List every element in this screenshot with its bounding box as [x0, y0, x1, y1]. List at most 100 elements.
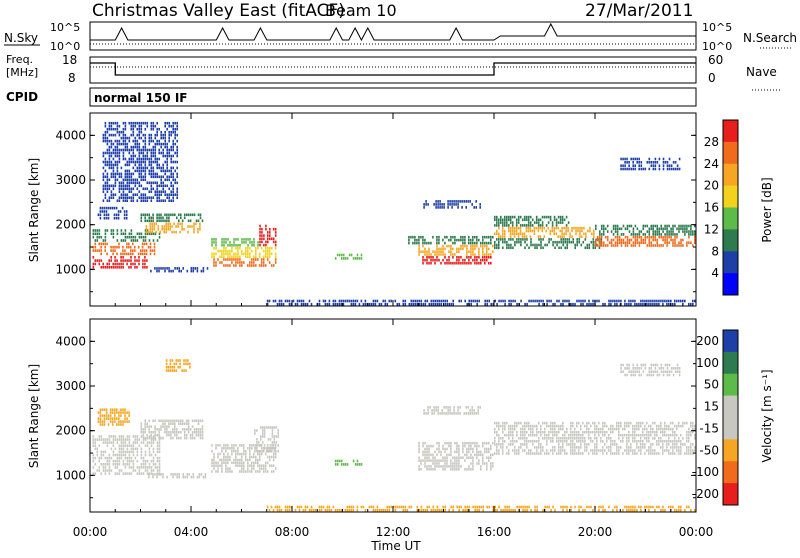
data-cell	[116, 163, 119, 167]
data-cell	[136, 441, 139, 444]
data-cell	[652, 370, 655, 373]
data-cell	[114, 256, 116, 259]
data-cell	[104, 229, 107, 232]
data-cell	[92, 229, 95, 232]
data-cell	[130, 196, 133, 199]
data-cell	[558, 240, 560, 244]
data-cell	[148, 160, 151, 164]
data-cell	[674, 241, 676, 244]
data-cell	[286, 505, 289, 509]
data-cell	[239, 458, 241, 462]
data-cell	[92, 466, 95, 469]
data-cell	[132, 435, 135, 438]
data-cell	[145, 252, 148, 256]
data-cell	[122, 151, 125, 155]
data-cell	[120, 469, 123, 472]
data-cell	[247, 264, 249, 267]
data-cell	[538, 243, 540, 247]
data-cell	[670, 367, 673, 370]
data-cell	[662, 167, 665, 171]
data-cell	[338, 253, 341, 257]
data-cell	[266, 252, 269, 256]
data-cell	[142, 160, 145, 164]
data-cell	[164, 199, 166, 202]
data-cell	[602, 424, 604, 428]
data-cell	[221, 467, 223, 470]
data-cell	[118, 154, 121, 158]
data-cell	[660, 508, 662, 512]
data-cell	[508, 505, 510, 509]
data-cell	[438, 447, 440, 451]
data-cell	[462, 441, 464, 445]
data-cell	[122, 190, 125, 193]
data-cell	[180, 419, 182, 423]
data-cell	[270, 505, 273, 509]
data-cell	[640, 161, 643, 164]
data-cell	[142, 428, 145, 431]
data-cell	[694, 224, 696, 228]
data-cell	[146, 124, 149, 128]
data-cell	[604, 508, 606, 512]
data-cell	[112, 438, 115, 441]
data-cell	[518, 421, 520, 425]
data-cell	[177, 365, 179, 369]
data-cell	[154, 428, 156, 431]
data-cell	[352, 257, 355, 260]
data-cell	[150, 466, 153, 469]
data-cell	[573, 226, 575, 230]
data-cell	[155, 222, 158, 226]
data-cell	[686, 433, 688, 437]
data-cell	[618, 238, 621, 242]
data-cell	[110, 184, 113, 188]
data-cell	[150, 151, 153, 155]
data-cell	[640, 440, 642, 443]
data-cell	[662, 449, 664, 452]
data-cell	[146, 154, 149, 158]
data-cell	[526, 440, 528, 443]
data-cell	[193, 228, 195, 231]
data-cell	[150, 154, 153, 158]
data-cell	[96, 239, 99, 242]
data-cell	[486, 447, 488, 451]
data-cell	[120, 423, 122, 426]
y-tick-label: 1000	[55, 262, 86, 276]
data-cell	[530, 238, 532, 241]
data-cell	[150, 444, 153, 447]
data-cell	[142, 154, 145, 158]
data-cell	[688, 433, 690, 437]
data-cell	[656, 427, 658, 431]
data-cell	[484, 302, 486, 306]
data-cell	[626, 373, 628, 377]
data-cell	[652, 443, 654, 446]
data-cell	[273, 441, 276, 444]
data-cell	[544, 421, 546, 425]
data-cell	[187, 425, 190, 428]
data-cell	[98, 435, 101, 438]
data-cell	[646, 302, 648, 306]
data-cell	[486, 462, 488, 465]
data-cell	[394, 299, 397, 303]
data-cell	[550, 508, 552, 512]
data-cell	[239, 464, 241, 467]
data-cell	[136, 259, 138, 262]
data-cell	[640, 302, 642, 306]
data-cell	[380, 302, 383, 306]
data-cell	[517, 235, 520, 238]
data-cell	[256, 450, 258, 453]
data-cell	[152, 172, 155, 176]
data-cell	[584, 299, 586, 303]
data-cell	[124, 420, 126, 423]
data-cell	[622, 157, 624, 161]
data-cell	[494, 440, 496, 443]
data-cell	[563, 235, 565, 238]
data-cell	[124, 193, 127, 196]
data-cell	[141, 245, 144, 249]
data-cell	[524, 424, 526, 428]
data-cell	[628, 238, 631, 242]
data-cell	[266, 302, 269, 306]
data-cell	[118, 148, 121, 152]
data-cell	[612, 244, 615, 247]
data-cell	[624, 227, 627, 231]
data-cell	[416, 508, 419, 512]
data-cell	[211, 444, 213, 447]
